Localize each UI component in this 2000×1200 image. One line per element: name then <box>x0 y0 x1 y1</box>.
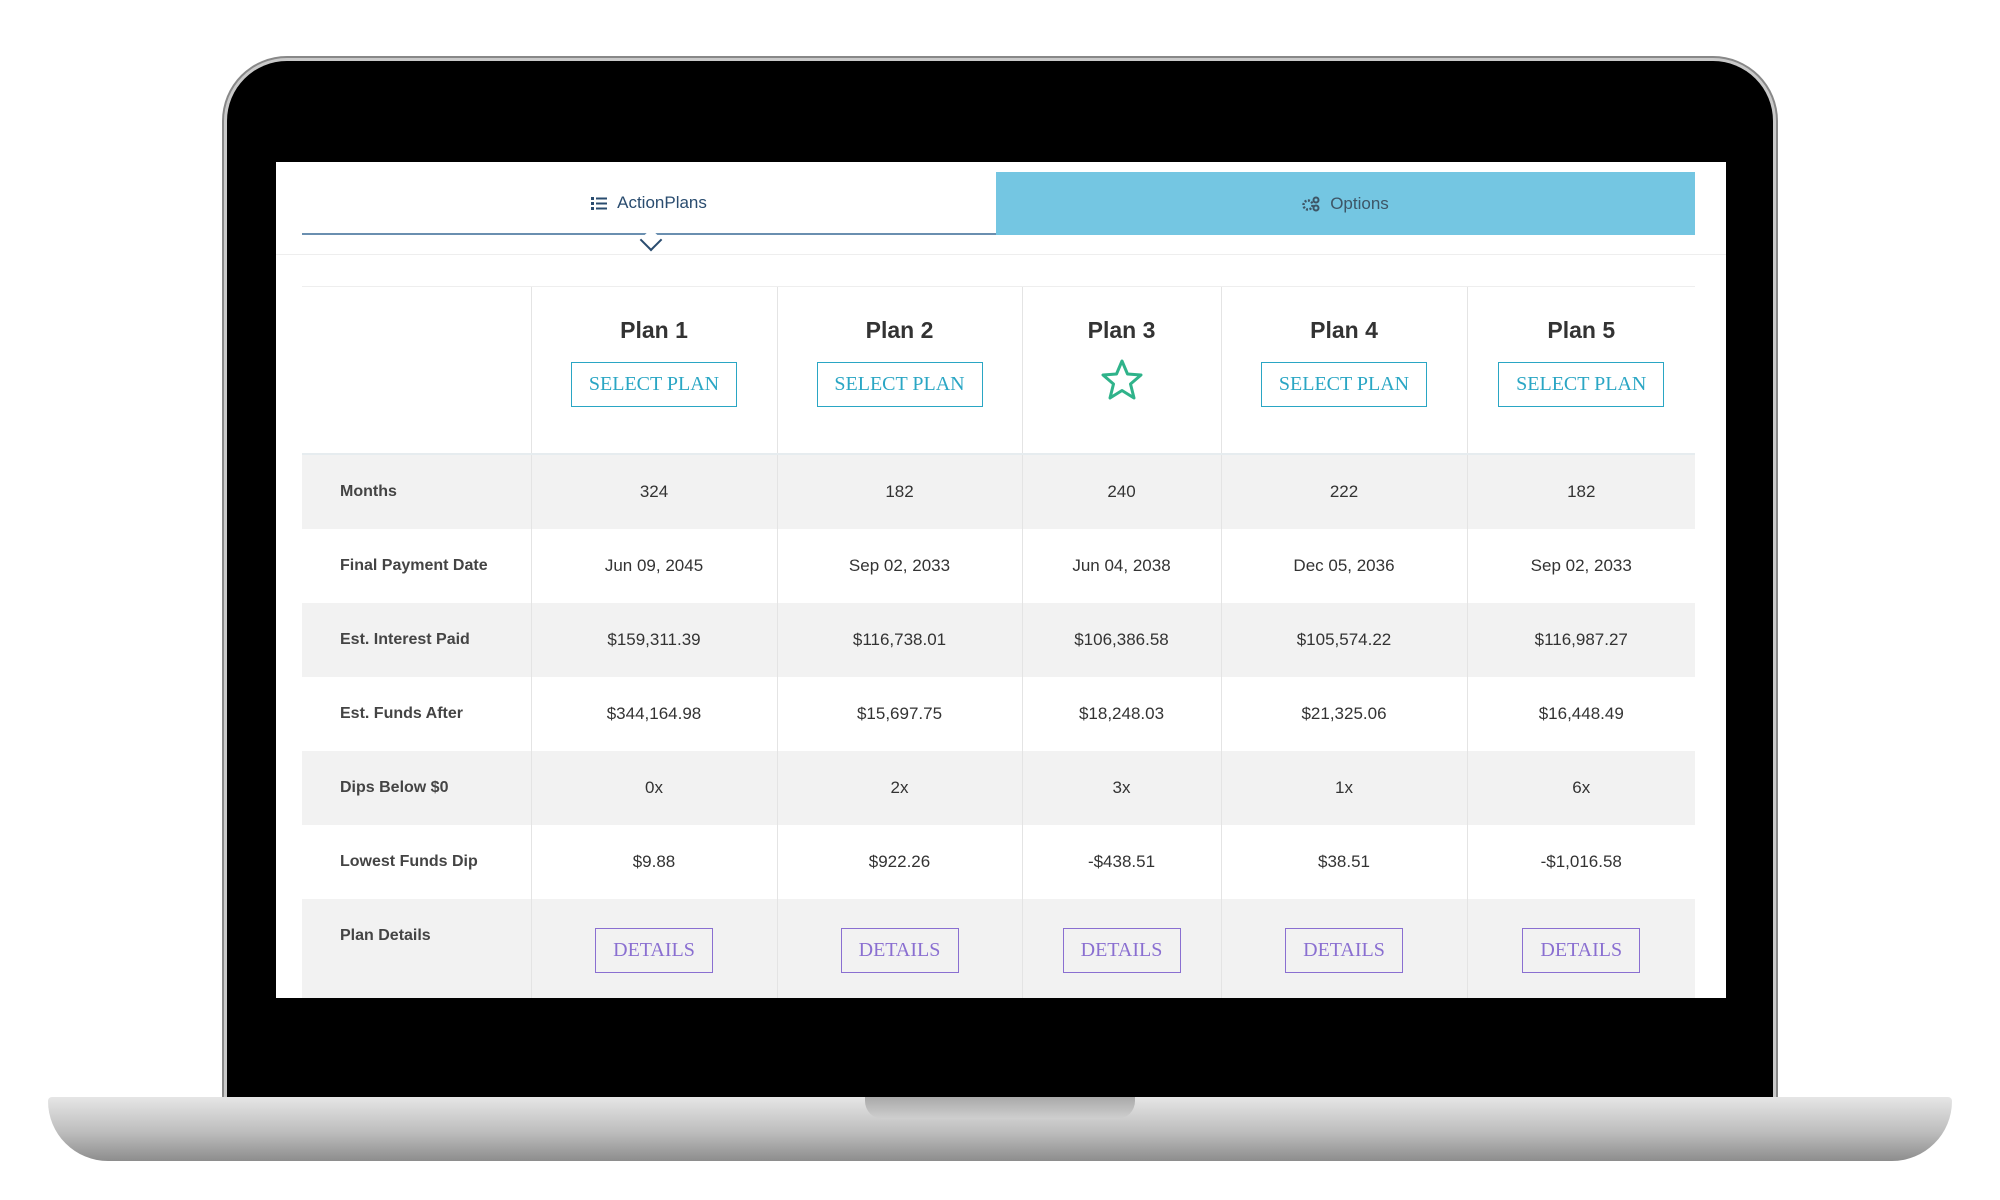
data-row: Est. Interest Paid $159,311.39 $116,738.01… <box>302 603 1695 677</box>
row-label: Dips Below $0 <box>302 751 531 825</box>
details-button[interactable]: DETAILS <box>595 927 713 973</box>
tab[interactable]: Options <box>996 172 1695 235</box>
details-button[interactable]: DETAILS <box>840 927 959 973</box>
plan-name: Plan 2 <box>865 317 934 343</box>
plan-header: Plan 4 SELECT PLAN <box>1220 286 1467 455</box>
plan-header: Plan 3 <box>1021 286 1221 455</box>
plan-name: Plan 4 <box>1310 317 1378 343</box>
select-plan-button[interactable]: SELECT PLAN <box>1261 362 1427 407</box>
cell: Sep 02, 2033 <box>776 529 1022 603</box>
cell: -$1,016.58 <box>1466 825 1695 899</box>
cell: $16,448.49 <box>1466 677 1695 751</box>
select-plan-button[interactable]: SELECT PLAN <box>1498 362 1665 407</box>
screen: ActionPlans Options Plan 1 SELECT PLAN Pla… <box>276 162 1726 998</box>
tab[interactable]: ActionPlans <box>302 172 996 235</box>
cell: 182 <box>776 454 1022 529</box>
data-row: Est. Funds After $344,164.98 $15,697.75 $18… <box>302 677 1695 751</box>
cell: $105,574.22 <box>1220 603 1467 677</box>
gears-icon <box>1302 196 1320 211</box>
cell: Sep 02, 2033 <box>1466 529 1695 603</box>
plan-header: Plan 5 SELECT PLAN <box>1466 286 1695 455</box>
details-button[interactable]: DETAILS <box>1062 927 1181 973</box>
cell: 222 <box>1220 454 1467 529</box>
header-row: Plan 1 SELECT PLAN Plan 2 SELECT PLAN Plan 3… <box>302 286 1695 455</box>
cell: $159,311.39 <box>530 603 777 677</box>
cell: $106,386.58 <box>1021 603 1221 677</box>
row-label: Lowest Funds Dip <box>340 853 478 870</box>
plan-name: Plan 5 <box>1547 317 1616 343</box>
laptop-notch <box>865 1097 1135 1119</box>
plan-name: Plan 3 <box>1087 317 1156 343</box>
cell: -$438.51 <box>1021 825 1221 899</box>
cell: DETAILS <box>1220 899 1467 998</box>
divider <box>276 254 1726 255</box>
row-label: Est. Interest Paid <box>302 603 531 677</box>
cell: $38.51 <box>1220 825 1467 899</box>
details-button[interactable]: DETAILS <box>1522 927 1641 973</box>
cell: 2x <box>776 751 1022 825</box>
cell: $344,164.98 <box>530 677 777 751</box>
plans-table: Plan 1 SELECT PLAN Plan 2 SELECT PLAN Plan 3… <box>302 286 1695 998</box>
plan-header: Plan 2 SELECT PLAN <box>776 286 1022 455</box>
cell: $922.26 <box>776 825 1022 899</box>
plan-header: Plan 1 SELECT PLAN <box>530 286 777 455</box>
cell: 6x <box>1466 751 1695 825</box>
cell: DETAILS <box>1021 899 1221 998</box>
selected-star[interactable] <box>1100 358 1144 402</box>
corner-cell <box>302 286 531 455</box>
data-row: Lowest Funds Dip $9.88 $922.26 -$438.51 $38.… <box>302 825 1695 899</box>
cell: $116,738.01 <box>776 603 1022 677</box>
row-label: Months <box>302 454 531 529</box>
plan-name: Plan 1 <box>620 317 688 343</box>
data-row: Months 324 182 240 222 182 <box>302 454 1695 529</box>
data-row: Final Payment Date Jun 09, 2045 Sep 02, 20… <box>302 529 1695 603</box>
cell: Jun 09, 2045 <box>530 529 777 603</box>
cell: $9.88 <box>530 825 777 899</box>
row-label: Est. Funds After <box>340 705 463 722</box>
cell: $21,325.06 <box>1220 677 1467 751</box>
cell: DETAILS <box>1466 899 1695 998</box>
cell: 3x <box>1021 751 1221 825</box>
cell: $18,248.03 <box>1021 677 1221 751</box>
details-button[interactable]: DETAILS <box>1285 927 1403 973</box>
cell: DETAILS <box>530 899 777 998</box>
cell: DETAILS <box>776 899 1022 998</box>
cell: 182 <box>1466 454 1695 529</box>
list-icon <box>591 196 608 210</box>
cell: 324 <box>530 454 777 529</box>
row-label: Plan Details <box>302 899 531 998</box>
cell: Dec 05, 2036 <box>1220 529 1467 603</box>
cell: 1x <box>1220 751 1467 825</box>
tab-label: Options <box>1330 193 1389 213</box>
tab-label: ActionPlans <box>617 192 707 212</box>
cell: $15,697.75 <box>776 677 1022 751</box>
cell: 240 <box>1021 454 1221 529</box>
cell: $116,987.27 <box>1466 603 1695 677</box>
select-plan-button[interactable]: SELECT PLAN <box>571 362 737 407</box>
cell: Jun 04, 2038 <box>1021 529 1221 603</box>
details-row: Plan Details DETAILS DETAILS DETAILS DETAILS… <box>302 899 1695 998</box>
row-label: Final Payment Date <box>340 557 488 574</box>
select-plan-button[interactable]: SELECT PLAN <box>816 362 983 407</box>
data-row: Dips Below $0 0x 2x 3x 1x 6x <box>302 751 1695 825</box>
cell: 0x <box>530 751 777 825</box>
